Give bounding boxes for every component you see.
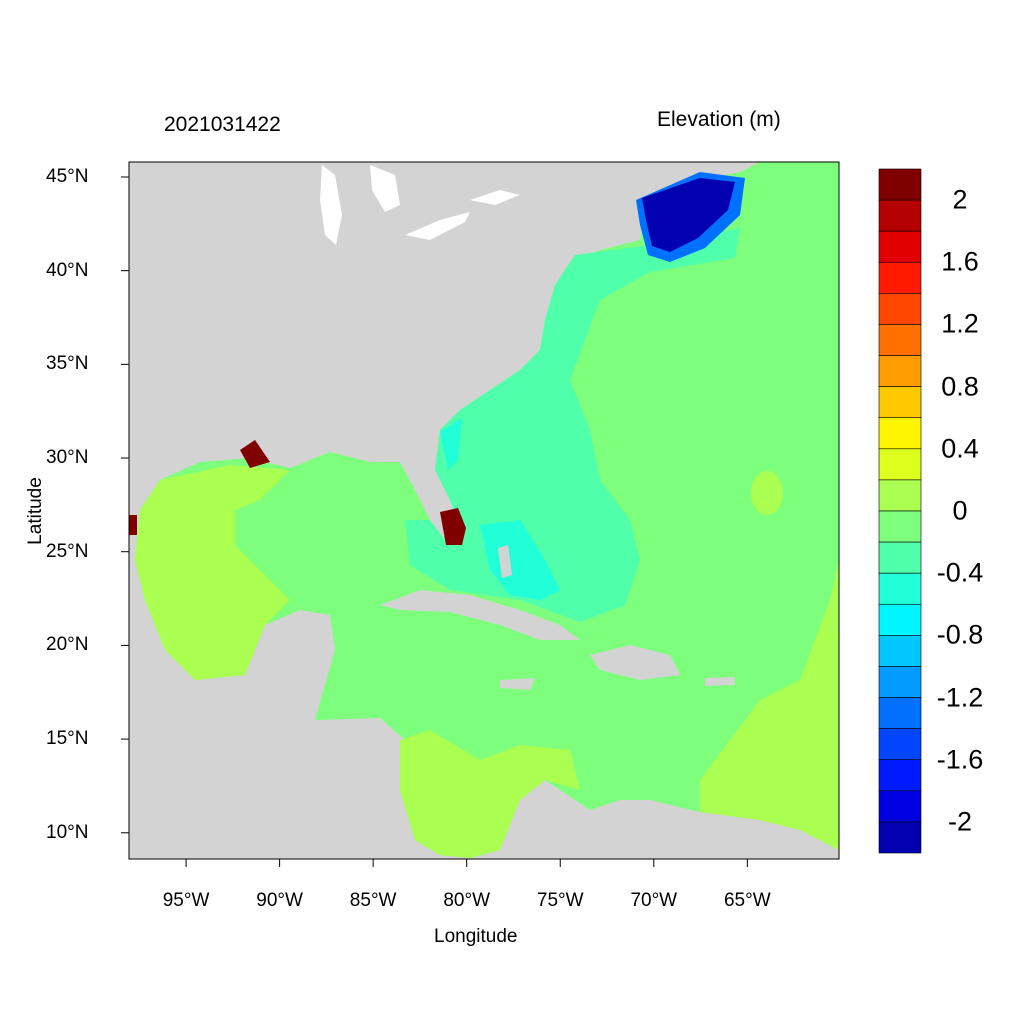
x-tick-label: 65°W (723, 890, 771, 911)
colorbar-bin (878, 572, 922, 605)
lake-huron (370, 165, 400, 212)
atlantic-shelf-region (405, 228, 740, 622)
colorbar-bin (878, 417, 922, 450)
colorbar (878, 168, 922, 854)
y-tick-label: 35°N (46, 353, 89, 375)
colorbar-label: 1.6 (941, 246, 979, 277)
colorbar-label: 0.4 (941, 433, 979, 464)
colorbar-bin (878, 603, 922, 636)
colorbar-label: 0.8 (941, 371, 979, 402)
colorbar-bin (878, 510, 922, 543)
colorbar-label: 0 (952, 495, 968, 526)
y-axis-label: Latitude (25, 477, 46, 545)
colorbar-bin (878, 728, 922, 761)
colorbar-label: -0.4 (936, 557, 984, 588)
colorbar-bin (878, 324, 922, 356)
colorbar-bin (878, 821, 922, 854)
colorbar-label: -2 (947, 806, 972, 837)
colorbar-bin (878, 386, 922, 419)
colorbar-label: 2 (952, 184, 968, 215)
y-tick-label: 30°N (46, 447, 89, 469)
colorbar-label: -1.6 (936, 744, 984, 775)
colorbar-label: -1.2 (936, 682, 984, 713)
texas-coast-surge (129, 515, 137, 535)
colorbar-bin (878, 479, 922, 512)
lake-erie (405, 212, 470, 240)
colorbar-bin (878, 697, 922, 729)
florida-shallow-region (440, 418, 462, 470)
colorbar-bin (878, 666, 922, 698)
y-tick-label: 15°N (46, 728, 89, 750)
gulf-of-maine-region (642, 178, 735, 252)
gulf-west-region (135, 465, 290, 680)
colorbar-label: -0.8 (936, 619, 984, 650)
colorbar-bin (878, 261, 922, 294)
x-tick-label: 95°W (162, 890, 210, 911)
colorbar-bin (878, 541, 922, 574)
y-tick-label: 25°N (46, 540, 89, 562)
cuba (380, 590, 580, 640)
colorbar-bin (878, 355, 922, 387)
y-tick-label: 40°N (46, 259, 89, 281)
caribbean-east-region (700, 560, 839, 850)
y-tick-label: 10°N (46, 821, 89, 843)
colorbar-title: Elevation (m) (657, 108, 781, 131)
bahamas-island (498, 545, 512, 578)
map-timestamp: 2021031422 (164, 113, 281, 136)
y-tick-label: 45°N (46, 165, 89, 187)
colorbar-bin (878, 168, 922, 201)
puerto-rico (705, 677, 735, 686)
lake-ontario (470, 190, 520, 205)
colorbar-bin (878, 635, 922, 667)
lake-michigan (320, 165, 342, 245)
colorbar-bin (878, 199, 922, 232)
colorbar-bin (878, 759, 922, 792)
y-tick-label: 20°N (46, 634, 89, 656)
jamaica (500, 678, 535, 690)
x-tick-label: 90°W (256, 890, 303, 911)
colorbar-bin (878, 790, 922, 823)
colorbar-bin (878, 448, 922, 481)
colorbar-bin (878, 293, 922, 325)
x-tick-label: 80°W (443, 890, 491, 911)
x-tick-label: 85°W (349, 890, 397, 911)
atlantic-patch (751, 471, 783, 515)
map-frame (128, 161, 840, 860)
florida-coast-surge (440, 508, 466, 545)
caribbean-south-region (400, 730, 580, 858)
colorbar-label: 1.2 (941, 308, 979, 339)
louisiana-coast-surge (240, 440, 270, 468)
x-tick-label: 75°W (536, 890, 584, 911)
x-axis-label: Longitude (434, 926, 518, 947)
bahamas-shallow-region (480, 520, 560, 600)
hispaniola (590, 645, 680, 680)
colorbar-bin (878, 230, 922, 263)
x-tick-label: 70°W (630, 890, 678, 911)
